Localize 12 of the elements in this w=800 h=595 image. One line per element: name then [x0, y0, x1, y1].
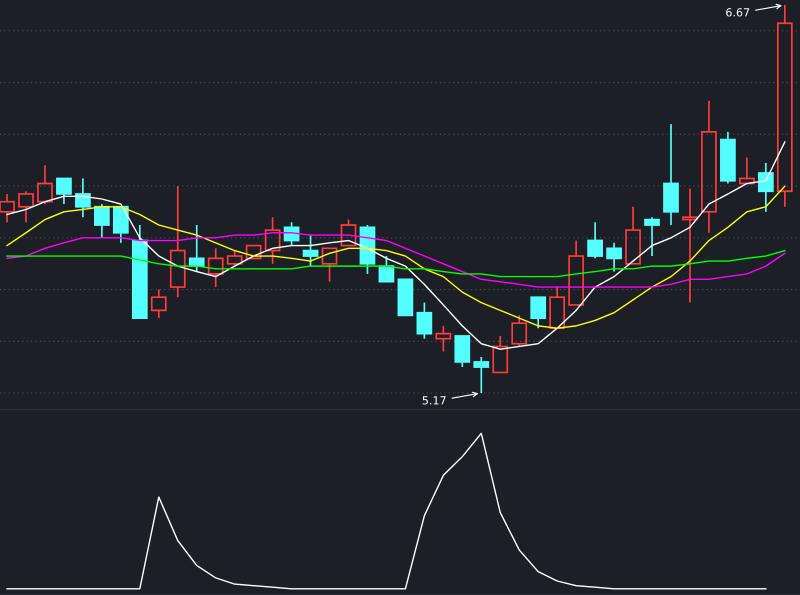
candlestick	[170, 185, 186, 298]
annotation: 6.67	[726, 8, 750, 17]
candlestick	[758, 162, 774, 213]
candlestick	[701, 100, 717, 234]
candlestick	[663, 123, 679, 226]
candlestick	[302, 234, 318, 267]
candlestick	[0, 193, 15, 224]
candlestick	[682, 188, 698, 304]
candlestick	[75, 178, 91, 218]
candlestick	[208, 247, 224, 288]
text: 5.17	[422, 396, 446, 405]
candlestick	[264, 216, 280, 265]
